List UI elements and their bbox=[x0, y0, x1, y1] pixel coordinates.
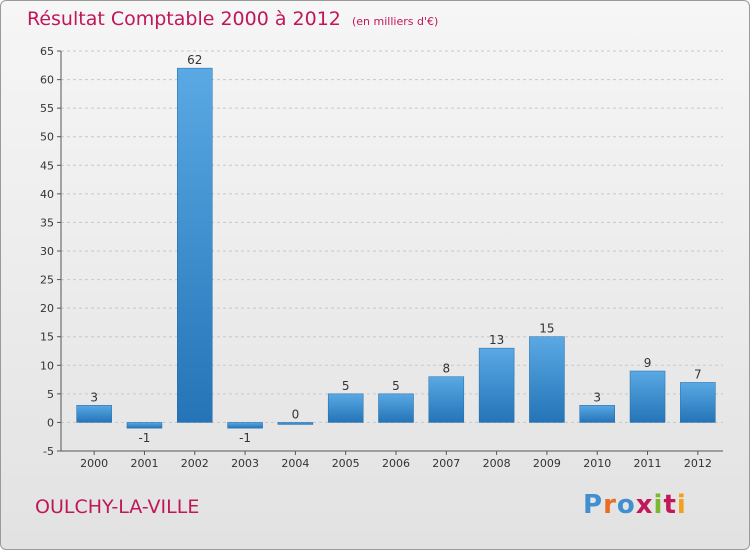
logo-letter: i bbox=[676, 490, 687, 520]
data-label-2011: 9 bbox=[644, 356, 652, 370]
data-label-2004: 0 bbox=[292, 407, 300, 421]
bar-2007 bbox=[428, 376, 465, 423]
data-label-2007: 8 bbox=[442, 362, 450, 376]
bar-2012 bbox=[680, 382, 716, 423]
axes bbox=[57, 50, 723, 455]
x-tick-label: 2007 bbox=[432, 457, 460, 470]
y-tick-label: 15 bbox=[40, 331, 54, 344]
proxiti-logo[interactable]: Proxiti bbox=[583, 490, 687, 520]
title-units: (en milliers d'€) bbox=[351, 15, 439, 28]
y-tick-label: 40 bbox=[40, 188, 54, 201]
bar-2003 bbox=[227, 422, 263, 429]
title-main: Résultat Comptable 2000 à 2012 bbox=[27, 8, 341, 30]
city-name: OULCHY-LA-VILLE bbox=[35, 496, 200, 518]
logo-letter: x bbox=[635, 490, 654, 520]
bar-2008 bbox=[478, 347, 515, 423]
data-label-2012: 7 bbox=[694, 367, 702, 381]
data-label-2006: 5 bbox=[392, 379, 400, 393]
y-tick-label: -5 bbox=[43, 445, 54, 458]
bar-2011 bbox=[629, 370, 666, 423]
data-label-2008: 13 bbox=[489, 333, 504, 347]
y-tick-label: 50 bbox=[40, 131, 54, 144]
bar-2004 bbox=[277, 422, 314, 425]
x-tick-label: 2003 bbox=[231, 457, 259, 470]
data-label-2005: 5 bbox=[342, 379, 350, 393]
y-tick-label: 20 bbox=[40, 302, 54, 315]
data-label-2010: 3 bbox=[593, 390, 601, 404]
bar-2006 bbox=[378, 393, 414, 423]
logo-letter: r bbox=[603, 490, 617, 520]
x-tick-label: 2011 bbox=[634, 457, 662, 470]
x-tick-label: 2012 bbox=[684, 457, 712, 470]
chart-title: Résultat Comptable 2000 à 2012 (en milli… bbox=[27, 8, 438, 30]
x-tick-label: 2010 bbox=[583, 457, 611, 470]
y-tick-label: 60 bbox=[40, 74, 54, 87]
data-label-2009: 15 bbox=[539, 322, 554, 336]
x-tick-label: 2008 bbox=[483, 457, 511, 470]
data-label-2000: 3 bbox=[90, 390, 98, 404]
logo-letter: i bbox=[653, 490, 664, 520]
data-label-2001: -1 bbox=[138, 431, 150, 445]
bar-2005 bbox=[327, 393, 364, 423]
y-tick-label: 25 bbox=[40, 274, 54, 287]
x-tick-label: 2004 bbox=[281, 457, 309, 470]
x-tick-label: 2001 bbox=[130, 457, 158, 470]
y-tick-label: 5 bbox=[47, 388, 54, 401]
bar-2000 bbox=[76, 405, 112, 423]
y-tick-label: 35 bbox=[40, 216, 54, 229]
y-tick-label: 65 bbox=[40, 45, 54, 58]
x-tick-label: 2009 bbox=[533, 457, 561, 470]
data-label-2002: 62 bbox=[187, 53, 202, 67]
logo-letter: t bbox=[663, 490, 677, 520]
y-tick-label: 10 bbox=[40, 359, 54, 372]
x-tick-label: 2002 bbox=[181, 457, 209, 470]
labels: -505101520253035404550556065200032001-12… bbox=[40, 45, 712, 470]
y-tick-label: 55 bbox=[40, 102, 54, 115]
x-tick-label: 2006 bbox=[382, 457, 410, 470]
bar-2001 bbox=[126, 422, 163, 429]
logo-letter: P bbox=[583, 490, 604, 520]
y-tick-label: 30 bbox=[40, 245, 54, 258]
x-tick-label: 2005 bbox=[332, 457, 360, 470]
y-tick-label: 45 bbox=[40, 159, 54, 172]
data-label-2003: -1 bbox=[239, 431, 251, 445]
bar-2002 bbox=[177, 67, 213, 423]
bar-2009 bbox=[529, 336, 565, 423]
x-tick-label: 2000 bbox=[80, 457, 108, 470]
y-tick-label: 0 bbox=[47, 416, 54, 429]
bar-2010 bbox=[579, 405, 615, 423]
logo-letter: o bbox=[616, 490, 636, 520]
bars bbox=[76, 67, 716, 429]
